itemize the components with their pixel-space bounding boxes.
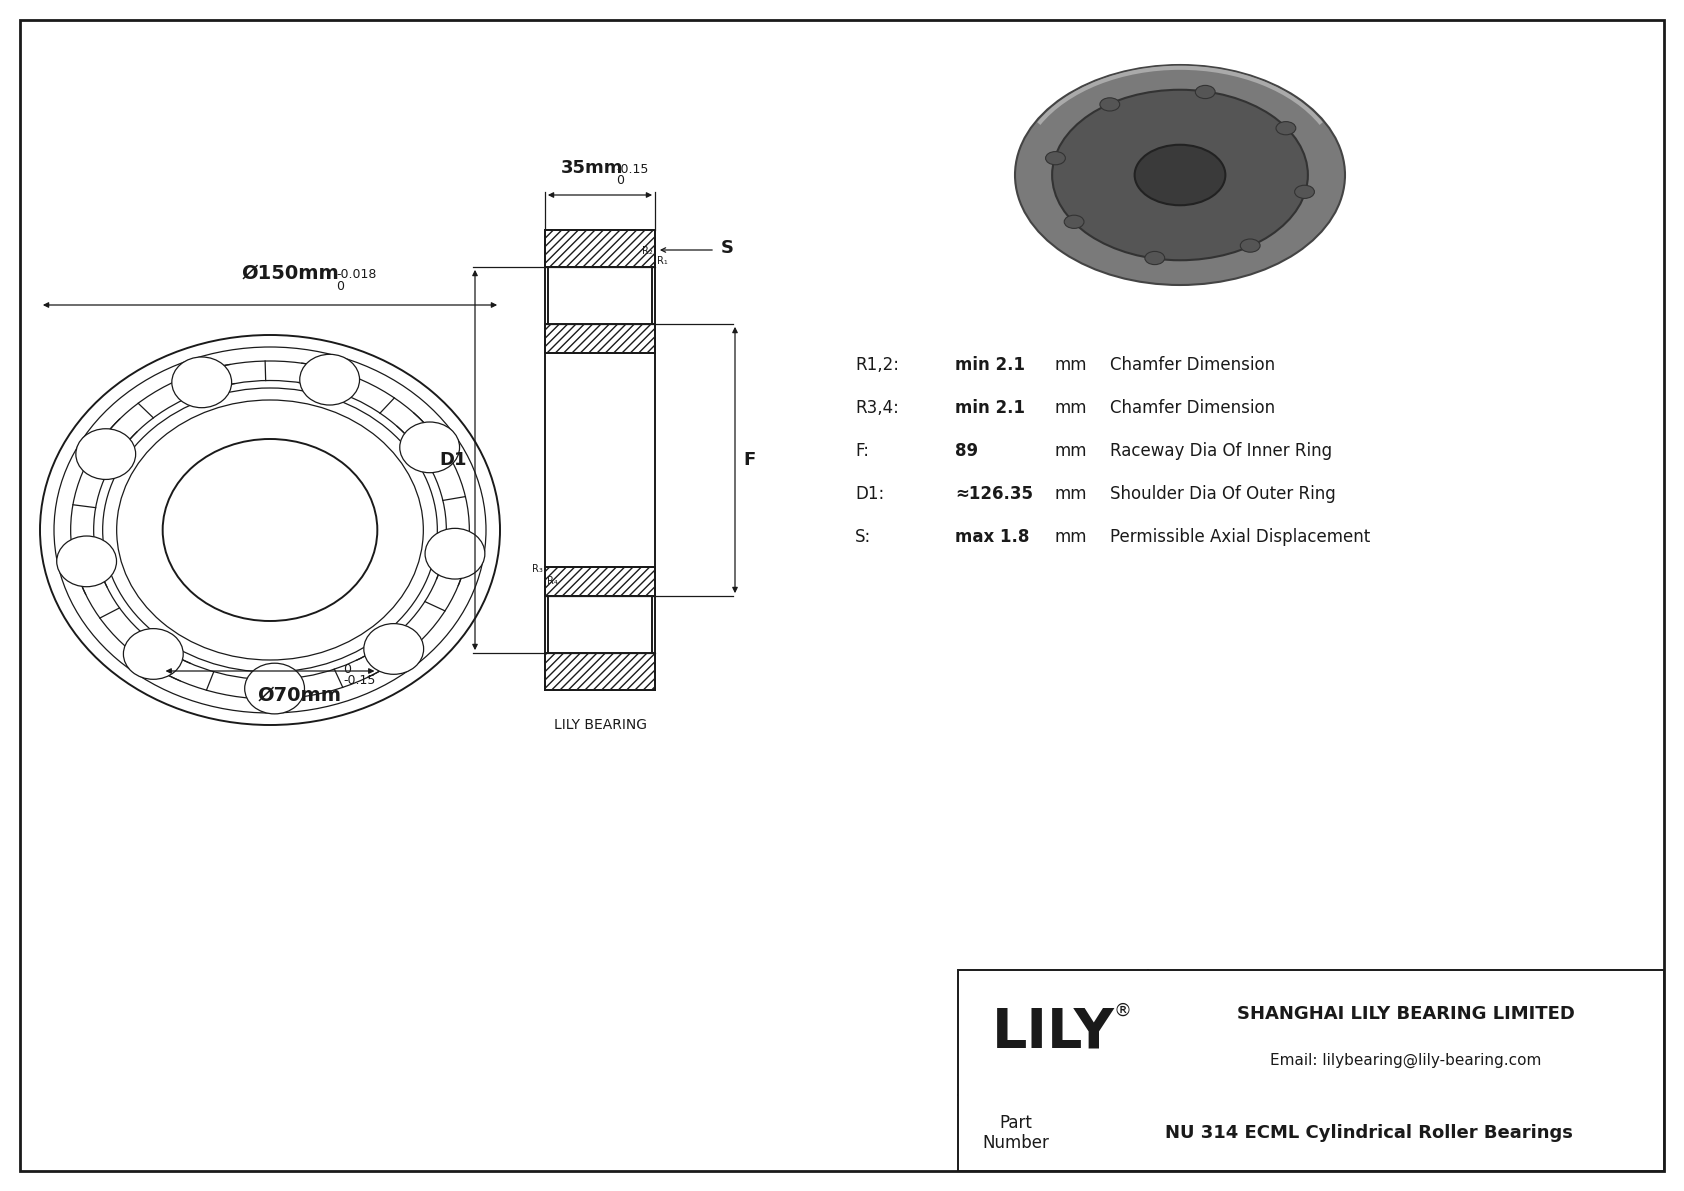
- Bar: [546, 230, 655, 267]
- Bar: [546, 653, 655, 690]
- Ellipse shape: [1276, 121, 1295, 135]
- Ellipse shape: [1241, 239, 1260, 252]
- Ellipse shape: [57, 536, 116, 587]
- Ellipse shape: [424, 529, 485, 579]
- Ellipse shape: [1196, 86, 1216, 99]
- Text: R3,4:: R3,4:: [855, 399, 899, 417]
- Text: Email: lilybearing@lily-bearing.com: Email: lilybearing@lily-bearing.com: [1270, 1053, 1541, 1067]
- Text: mm: mm: [1054, 356, 1088, 374]
- Text: 0: 0: [616, 174, 625, 187]
- Ellipse shape: [1064, 216, 1084, 229]
- Text: F: F: [743, 451, 754, 469]
- Text: -0.018: -0.018: [337, 268, 377, 281]
- Ellipse shape: [172, 357, 232, 407]
- Ellipse shape: [1015, 66, 1346, 285]
- Bar: [547, 267, 652, 324]
- Ellipse shape: [244, 663, 305, 713]
- Ellipse shape: [123, 629, 184, 679]
- Text: Shoulder Dia Of Outer Ring: Shoulder Dia Of Outer Ring: [1110, 485, 1335, 503]
- Text: -0.15: -0.15: [616, 163, 648, 176]
- Text: Ø150mm: Ø150mm: [241, 264, 338, 283]
- Text: LILY BEARING: LILY BEARING: [554, 718, 647, 732]
- Text: S: S: [721, 239, 734, 257]
- Text: min 2.1: min 2.1: [955, 356, 1026, 374]
- Ellipse shape: [1145, 251, 1165, 264]
- Text: 0: 0: [344, 663, 350, 676]
- Ellipse shape: [1052, 89, 1308, 261]
- Text: R₄: R₄: [547, 576, 557, 586]
- Bar: [546, 324, 655, 353]
- Text: R1,2:: R1,2:: [855, 356, 899, 374]
- Text: NU 314 ECML Cylindrical Roller Bearings: NU 314 ECML Cylindrical Roller Bearings: [1165, 1124, 1573, 1142]
- Text: LILY: LILY: [992, 1005, 1115, 1060]
- Text: Chamfer Dimension: Chamfer Dimension: [1110, 356, 1275, 374]
- Bar: [547, 596, 652, 653]
- Ellipse shape: [399, 422, 460, 473]
- Text: D1: D1: [440, 451, 466, 469]
- Text: 0: 0: [337, 280, 344, 293]
- Text: mm: mm: [1054, 442, 1088, 460]
- Bar: [546, 567, 655, 596]
- Text: Chamfer Dimension: Chamfer Dimension: [1110, 399, 1275, 417]
- Text: max 1.8: max 1.8: [955, 528, 1029, 545]
- Ellipse shape: [1100, 98, 1120, 111]
- Ellipse shape: [76, 429, 136, 480]
- Text: Ø70mm: Ø70mm: [258, 686, 342, 705]
- Text: D1:: D1:: [855, 485, 884, 503]
- Ellipse shape: [1046, 151, 1066, 164]
- Text: SHANGHAI LILY BEARING LIMITED: SHANGHAI LILY BEARING LIMITED: [1238, 1005, 1575, 1023]
- Text: R₁: R₁: [657, 256, 669, 266]
- Text: mm: mm: [1054, 485, 1088, 503]
- Ellipse shape: [1295, 186, 1315, 199]
- Text: 35mm: 35mm: [561, 160, 623, 177]
- Bar: [958, 969, 1664, 1171]
- Text: S:: S:: [855, 528, 871, 545]
- Text: F:: F:: [855, 442, 869, 460]
- Ellipse shape: [1135, 145, 1226, 205]
- Text: Part
Number: Part Number: [982, 1114, 1049, 1153]
- Text: mm: mm: [1054, 528, 1088, 545]
- Text: mm: mm: [1054, 399, 1088, 417]
- Text: -0.15: -0.15: [344, 674, 376, 687]
- Text: R₃: R₃: [532, 565, 542, 574]
- Text: min 2.1: min 2.1: [955, 399, 1026, 417]
- Ellipse shape: [364, 624, 424, 674]
- Text: R₂: R₂: [642, 247, 653, 256]
- Text: ®: ®: [1115, 1002, 1132, 1019]
- Ellipse shape: [300, 355, 360, 405]
- Text: Permissible Axial Displacement: Permissible Axial Displacement: [1110, 528, 1371, 545]
- Text: 89: 89: [955, 442, 978, 460]
- Text: ≈126.35: ≈126.35: [955, 485, 1032, 503]
- Text: Raceway Dia Of Inner Ring: Raceway Dia Of Inner Ring: [1110, 442, 1332, 460]
